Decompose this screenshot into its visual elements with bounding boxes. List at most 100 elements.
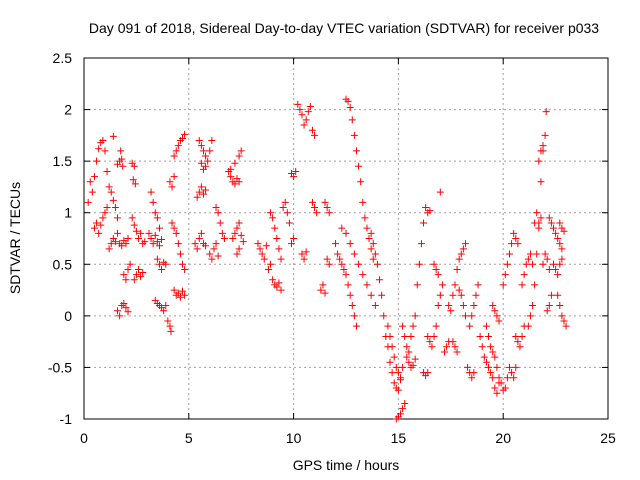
data-point: [124, 235, 132, 242]
data-point: [394, 386, 402, 394]
data-point: [202, 162, 210, 170]
data-point: [388, 343, 396, 351]
data-point: [332, 240, 340, 248]
data-point: [363, 224, 371, 232]
data-point: [447, 307, 455, 315]
data-point: [101, 209, 109, 217]
data-point: [179, 287, 187, 295]
data-point: [116, 312, 124, 320]
data-point: [260, 255, 268, 263]
x-axis-label: GPS time / hours: [293, 457, 400, 473]
data-point: [390, 379, 398, 387]
data-point: [210, 245, 218, 253]
data-point: [95, 229, 103, 237]
data-point: [237, 231, 245, 239]
data-point: [174, 240, 182, 248]
data-point: [179, 134, 187, 142]
data-point: [167, 327, 175, 335]
data-point: [411, 312, 419, 320]
data-point: [212, 204, 220, 212]
data-point: [376, 276, 384, 284]
x-tick-labels: 0 5 10 15 20 25: [80, 430, 616, 446]
data-point: [290, 235, 298, 242]
data-point: [90, 224, 98, 232]
data-point: [130, 221, 138, 229]
data-point: [411, 355, 419, 363]
data-point: [134, 265, 142, 273]
data-point: [237, 147, 245, 155]
data-point: [424, 369, 432, 377]
data-point: [153, 255, 161, 263]
data-point: [114, 229, 122, 237]
data-point: [512, 363, 520, 371]
data-point: [470, 369, 478, 377]
data-point: [130, 162, 138, 170]
data-point: [367, 291, 375, 299]
data-point: [478, 343, 486, 351]
data-point: [373, 260, 381, 268]
data-point: [239, 238, 247, 246]
y-tick-label: -1: [60, 411, 73, 427]
data-point: [399, 363, 407, 371]
data-point: [524, 322, 532, 330]
data-point: [491, 353, 499, 361]
data-point: [436, 291, 444, 299]
data-point: [323, 255, 331, 263]
data-point: [273, 235, 281, 242]
data-point: [455, 255, 463, 263]
data-point: [552, 229, 560, 237]
data-point: [493, 389, 501, 397]
data-point: [308, 198, 316, 206]
data-point: [93, 219, 101, 227]
data-point: [405, 358, 413, 366]
data-point: [482, 322, 490, 330]
data-point: [117, 147, 125, 155]
data-point: [367, 245, 375, 253]
data-point: [281, 198, 289, 206]
data-point: [231, 159, 239, 167]
data-point: [174, 142, 182, 150]
data-point: [288, 240, 296, 248]
axis-ticks: [83, 57, 609, 420]
data-point: [153, 214, 161, 222]
data-point: [168, 219, 176, 227]
data-point: [129, 176, 137, 184]
data-point: [168, 183, 176, 191]
data-point: [93, 157, 101, 165]
data-point: [361, 214, 369, 222]
grid-lines: [84, 58, 608, 419]
data-point: [109, 196, 117, 204]
data-point: [531, 219, 539, 227]
data-point: [193, 193, 201, 201]
data-point: [350, 250, 358, 258]
data-point: [550, 260, 558, 268]
data-point: [170, 152, 178, 160]
data-point: [283, 209, 291, 217]
data-point: [369, 240, 377, 248]
data-point: [321, 289, 329, 297]
data-point: [197, 229, 205, 237]
data-point: [271, 224, 279, 232]
data-point: [107, 188, 115, 196]
data-point: [497, 379, 505, 387]
data-point: [451, 281, 459, 289]
data-point: [229, 235, 237, 242]
y-axis-label: SDTVAR / TECUs: [7, 182, 23, 294]
data-point: [124, 265, 132, 273]
data-point: [556, 260, 564, 268]
data-point: [160, 307, 168, 315]
data-point: [359, 271, 367, 279]
data-point: [120, 271, 128, 279]
data-point: [365, 235, 373, 242]
data-point: [120, 299, 128, 307]
data-point: [277, 255, 285, 263]
data-point: [204, 157, 212, 165]
data-point: [474, 281, 482, 289]
data-point: [256, 245, 264, 253]
data-point: [153, 238, 161, 246]
data-point: [344, 97, 352, 105]
data-point: [107, 240, 115, 248]
data-point: [132, 271, 140, 279]
data-point: [413, 281, 421, 289]
data-point: [269, 214, 277, 222]
